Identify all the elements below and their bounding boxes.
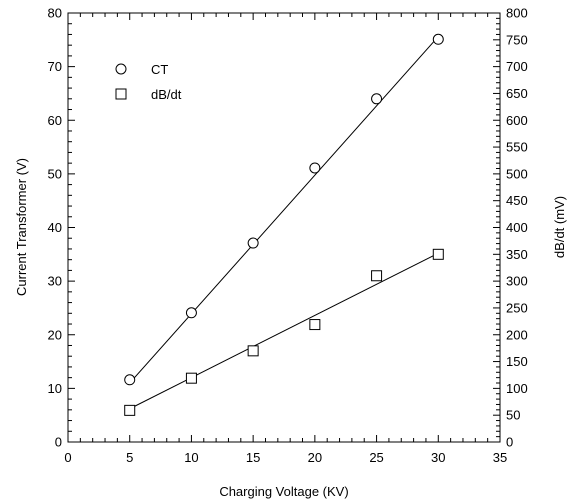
data-point-square — [124, 404, 136, 416]
data-point-circle — [247, 237, 259, 249]
y-axis-label: Current Transformer (V) — [14, 158, 29, 296]
y2-tick-label: 650 — [506, 86, 528, 101]
y-tick-label: 10 — [48, 381, 62, 396]
data-point-square — [432, 248, 444, 260]
legend-marker-ct — [115, 63, 127, 75]
y-tick-label: 40 — [48, 220, 62, 235]
x-axis-label: Charging Voltage (KV) — [219, 484, 348, 499]
ticks: 0 5 10 15 20 25 30 3501020304050607080050100150… — [48, 6, 528, 466]
y2-tick-label: 600 — [506, 113, 528, 128]
y2-tick-label: 550 — [506, 140, 528, 155]
x-tick-label: 35 — [493, 450, 507, 465]
fit-line — [129, 252, 439, 410]
y2-tick-label: 800 — [506, 6, 528, 21]
y2-tick-label: 750 — [506, 32, 528, 47]
y-tick-label: 60 — [48, 113, 62, 128]
y2-tick-label: 0 — [506, 435, 513, 450]
x-tick-label: 25 — [369, 450, 383, 465]
y2-axis-label: dB/dt (mV) — [552, 196, 567, 258]
x-tick-label: 10 — [184, 450, 198, 465]
y2-tick-label: 150 — [506, 354, 528, 369]
x-tick-label: 0 — [64, 450, 71, 465]
legend-label-dbdt: dB/dt — [151, 87, 182, 102]
y2-tick-label: 250 — [506, 300, 528, 315]
y2-tick-label: 200 — [506, 327, 528, 342]
y2-tick-label: 100 — [506, 381, 528, 396]
data-point-square — [371, 270, 383, 282]
y-tick-label: 70 — [48, 59, 62, 74]
x-tick-label: 20 — [308, 450, 322, 465]
y2-tick-label: 400 — [506, 220, 528, 235]
y-tick-label: 50 — [48, 166, 62, 181]
data-point-circle — [309, 162, 321, 174]
y-tick-label: 0 — [55, 435, 62, 450]
y2-tick-label: 500 — [506, 166, 528, 181]
data-point-circle — [185, 307, 197, 319]
data-point-square — [247, 345, 259, 357]
legend-marker-dbdt — [115, 88, 127, 100]
x-tick-label: 15 — [246, 450, 260, 465]
x-tick-label: 5 — [126, 450, 133, 465]
data-point-circle — [432, 33, 444, 45]
data-point-square — [309, 319, 321, 331]
y2-tick-label: 700 — [506, 59, 528, 74]
legend: CT dB/dt — [115, 62, 182, 102]
y2-tick-label: 50 — [506, 408, 520, 423]
y2-tick-label: 300 — [506, 274, 528, 289]
y-tick-label: 20 — [48, 327, 62, 342]
data-point-square — [185, 372, 197, 384]
y2-tick-label: 450 — [506, 193, 528, 208]
markers — [124, 33, 444, 416]
data-point-circle — [371, 93, 383, 105]
fit-line — [129, 36, 439, 384]
y-tick-label: 80 — [48, 6, 62, 21]
data-point-circle — [124, 374, 136, 386]
x-tick-label: 30 — [431, 450, 445, 465]
fit-lines — [129, 36, 439, 410]
y2-tick-label: 350 — [506, 247, 528, 262]
legend-label-ct: CT — [151, 62, 168, 77]
y-tick-label: 30 — [48, 274, 62, 289]
